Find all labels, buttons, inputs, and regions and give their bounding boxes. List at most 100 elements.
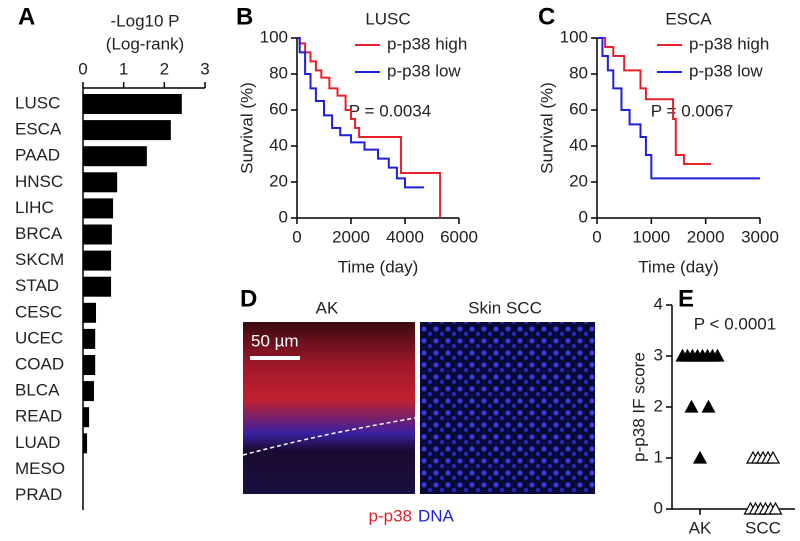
bar [83, 224, 112, 245]
scale-bar [250, 356, 300, 360]
panel-letter: B [236, 3, 253, 30]
y-tick-label: 40 [269, 135, 288, 154]
bar [83, 276, 112, 297]
x-tick-label: 6000 [440, 227, 478, 246]
bar [83, 355, 96, 375]
legend-label: p-p38 high [689, 34, 769, 53]
y-tick-label: 2 [654, 396, 663, 415]
x-tick-label: SCC [745, 518, 781, 537]
x-tick-label: 3 [200, 59, 209, 78]
y-tick-label: READ [15, 407, 62, 426]
x-tick-label: 2000 [687, 227, 725, 246]
point [765, 450, 781, 464]
axis-label: p-p38 IF score [629, 352, 648, 462]
y-tick-label: 3 [654, 345, 663, 364]
bar [83, 94, 182, 114]
axis-label: (Log-rank) [106, 34, 184, 53]
y-tick-label: ESCA [15, 120, 62, 139]
y-tick-label: 60 [269, 99, 288, 118]
survival-line [597, 37, 760, 180]
bar [83, 433, 88, 454]
y-tick-label: COAD [15, 354, 64, 373]
y-tick-label: 100 [260, 27, 288, 46]
y-tick-label: 80 [269, 63, 288, 82]
image-title: Skin SCC [468, 298, 542, 317]
x-tick-label: 3000 [741, 227, 779, 246]
y-tick-label: UCEC [15, 328, 63, 347]
annotation: P < 0.0001 [694, 314, 776, 333]
legend-label: p-p38 low [387, 61, 461, 80]
panel-letter: C [538, 3, 555, 30]
scale-label: 50 µm [251, 331, 299, 350]
y-tick-label: BRCA [15, 224, 63, 243]
boundary-line [242, 417, 416, 456]
y-tick-label: 0 [279, 207, 288, 226]
y-tick-label: LUAD [15, 433, 60, 452]
bar [83, 381, 94, 402]
legend-label: p-p38 high [387, 34, 467, 53]
bar [83, 172, 118, 193]
point [692, 450, 708, 464]
y-tick-label: 100 [560, 27, 588, 46]
x-tick-label: 4000 [386, 227, 424, 246]
y-tick-label: HNSC [15, 172, 63, 191]
x-tick-label: 1 [119, 59, 128, 78]
point [684, 399, 699, 413]
y-tick-label: STAD [15, 276, 59, 295]
panel-letter: E [678, 285, 694, 312]
y-tick-label: 80 [569, 63, 588, 82]
y-tick-label: 60 [569, 99, 588, 118]
survival-line [297, 37, 424, 189]
survival-line [597, 37, 712, 165]
x-tick-label: 0 [592, 227, 601, 246]
bar [83, 198, 114, 219]
chart-title: LUSC [365, 9, 410, 28]
y-tick-label: 20 [269, 171, 288, 190]
y-tick-label: 40 [569, 135, 588, 154]
x-tick-label: 2000 [332, 227, 370, 246]
bar [83, 120, 171, 141]
survival-line [297, 37, 442, 218]
y-tick-label: SKCM [15, 250, 64, 269]
axis-label: -Log10 P [111, 11, 180, 30]
image-panel: D 50 µm AK Skin SCC p-p38 DNA [240, 285, 595, 525]
bar [83, 328, 96, 349]
chart-title: ESCA [665, 9, 712, 28]
bar [83, 407, 90, 428]
y-tick-label: LIHC [15, 198, 54, 217]
x-tick-label: 0 [292, 227, 301, 246]
y-tick-label: 1 [654, 447, 663, 466]
axis-label: Time (day) [638, 257, 719, 276]
legend-label: p-p38 low [689, 61, 763, 80]
axis-label: Survival (%) [237, 82, 256, 174]
micrograph-ak [243, 322, 415, 494]
axis-label: Survival (%) [537, 82, 556, 174]
y-tick-label: MESO [15, 459, 65, 478]
y-tick-label: 0 [579, 207, 588, 226]
bar [83, 146, 147, 167]
y-tick-label: BLCA [15, 381, 60, 400]
bar [83, 250, 112, 271]
x-tick-label: 1000 [632, 227, 670, 246]
x-tick-label: 0 [78, 59, 87, 78]
point [768, 501, 783, 515]
y-tick-label: CESC [15, 302, 62, 321]
point [710, 348, 725, 362]
panel-letter: A [18, 3, 35, 30]
y-tick-label: LUSC [15, 93, 60, 112]
y-tick-label: PRAD [15, 485, 62, 504]
stain-label: DNA [418, 506, 455, 525]
panel-letter: D [240, 285, 257, 312]
axis-label: Time (day) [338, 257, 419, 276]
x-tick-label: AK [689, 518, 712, 537]
y-tick-label: 4 [654, 294, 663, 313]
stain-label: p-p38 [369, 506, 412, 525]
bar [83, 302, 97, 323]
annotation: P = 0.0034 [349, 101, 431, 120]
point [701, 399, 716, 413]
y-tick-label: 0 [654, 498, 663, 517]
x-tick-label: 2 [160, 59, 169, 78]
y-tick-label: 20 [569, 171, 588, 190]
micrograph-scc [420, 322, 595, 494]
